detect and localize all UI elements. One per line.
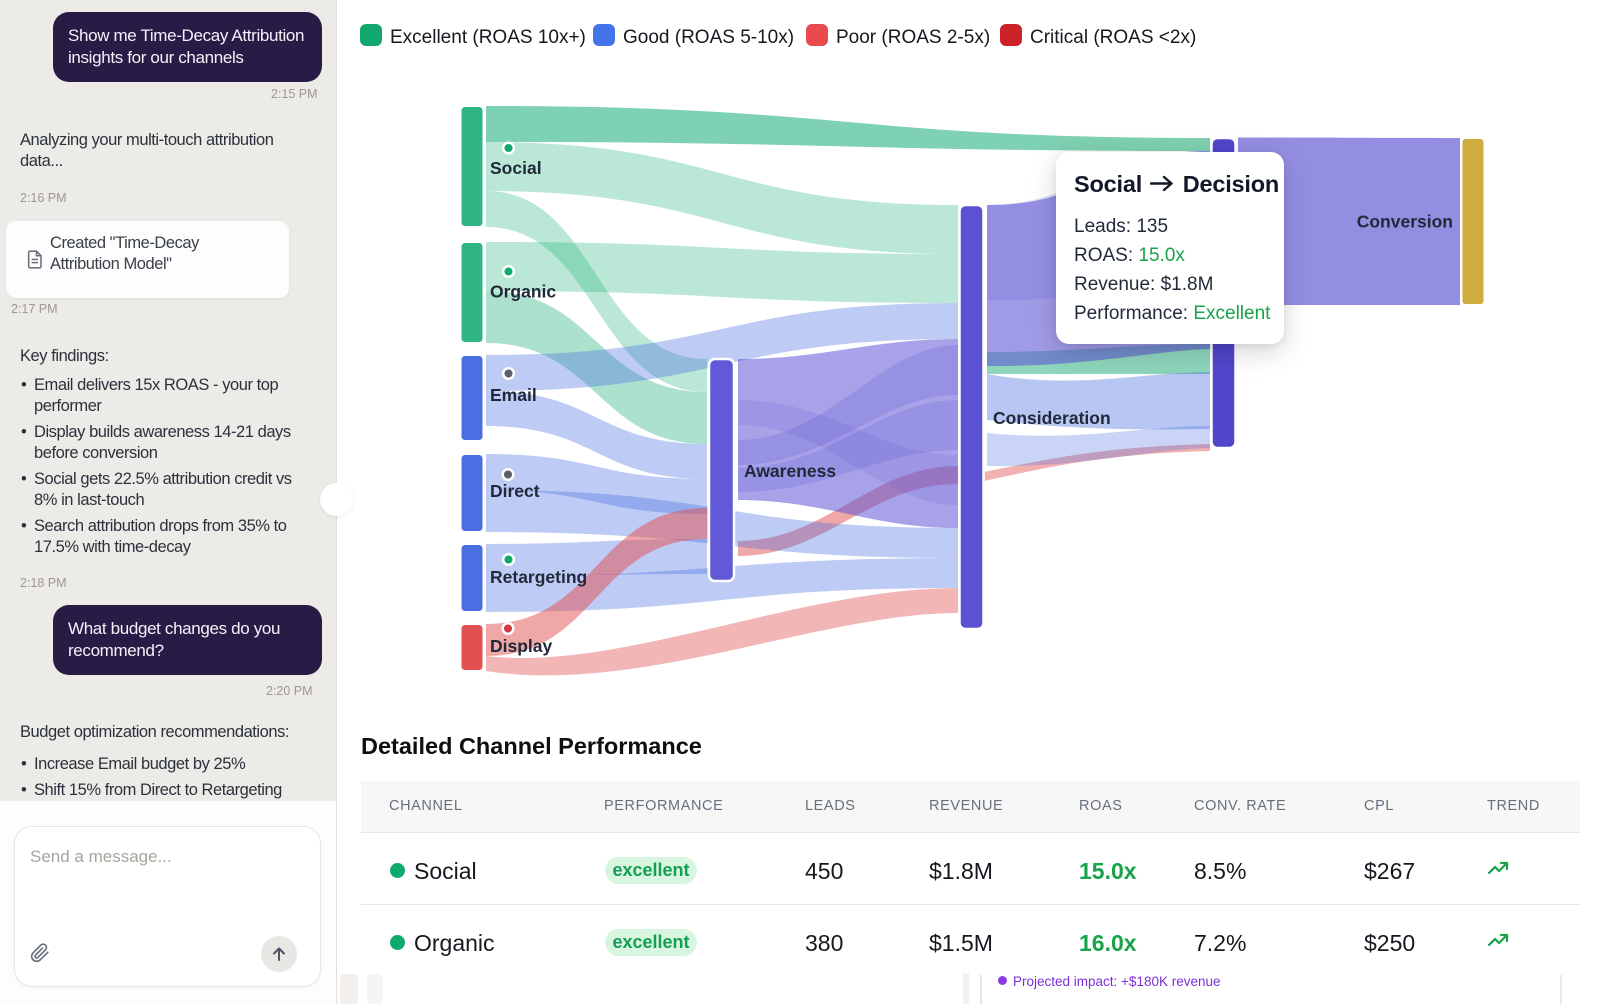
svg-text:Conversion: Conversion xyxy=(1357,212,1453,232)
svg-text:Organic: Organic xyxy=(490,282,556,302)
svg-text:Awareness: Awareness xyxy=(744,461,836,481)
svg-text:Email: Email xyxy=(490,385,537,405)
svg-text:Consideration: Consideration xyxy=(993,408,1111,428)
svg-text:Social: Social xyxy=(490,158,542,178)
svg-text:Direct: Direct xyxy=(490,481,540,501)
svg-text:Display: Display xyxy=(490,636,553,656)
svg-text:Retargeting: Retargeting xyxy=(490,567,587,587)
